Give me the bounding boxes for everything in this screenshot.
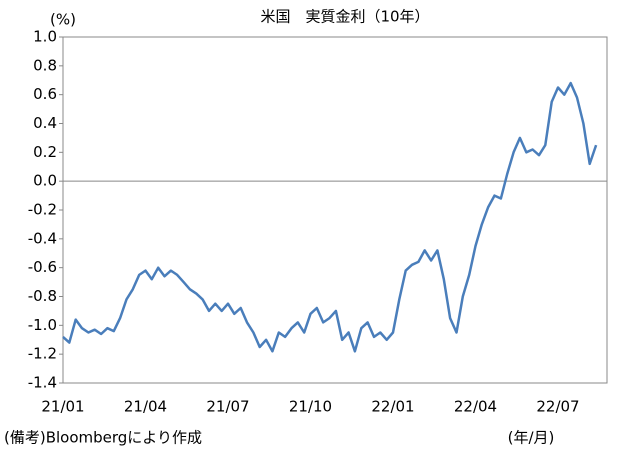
y-tick-label: 0.2 [33,143,57,161]
y-tick-label: 0.0 [33,172,57,190]
y-tick-label: 0.6 [33,85,57,103]
x-unit: (年/月) [508,429,555,447]
y-tick-label: -1.4 [28,374,57,392]
y-unit: (%) [50,11,76,29]
y-tick-label: -0.4 [28,229,57,247]
line [62,81,598,353]
y-tick-label: -0.6 [28,258,57,276]
y-tick-label: -0.8 [28,287,57,305]
x-tick-label: 22/07 [536,398,579,416]
y-tick-label: -1.2 [28,345,57,363]
note: (備考)Bloombergにより作成 [4,429,202,447]
y-tick-label: -0.2 [28,201,57,219]
plot-frame [62,36,608,384]
x-tick-label: 21/01 [41,398,84,416]
y-tick-label: 0.4 [33,114,57,132]
x-tick-label: 22/04 [454,398,497,416]
y-tick-label: 0.8 [33,56,57,74]
y-tick-label: 1.0 [33,28,57,46]
x-tick-label: 22/01 [371,398,414,416]
x-tick-label: 21/04 [124,398,167,416]
x-tick-label: 21/07 [206,398,249,416]
x-tick-label: 21/10 [289,398,332,416]
y-tick-label: -1.0 [28,316,57,334]
chart-title: 米国 実質金利（10年） [260,8,429,26]
